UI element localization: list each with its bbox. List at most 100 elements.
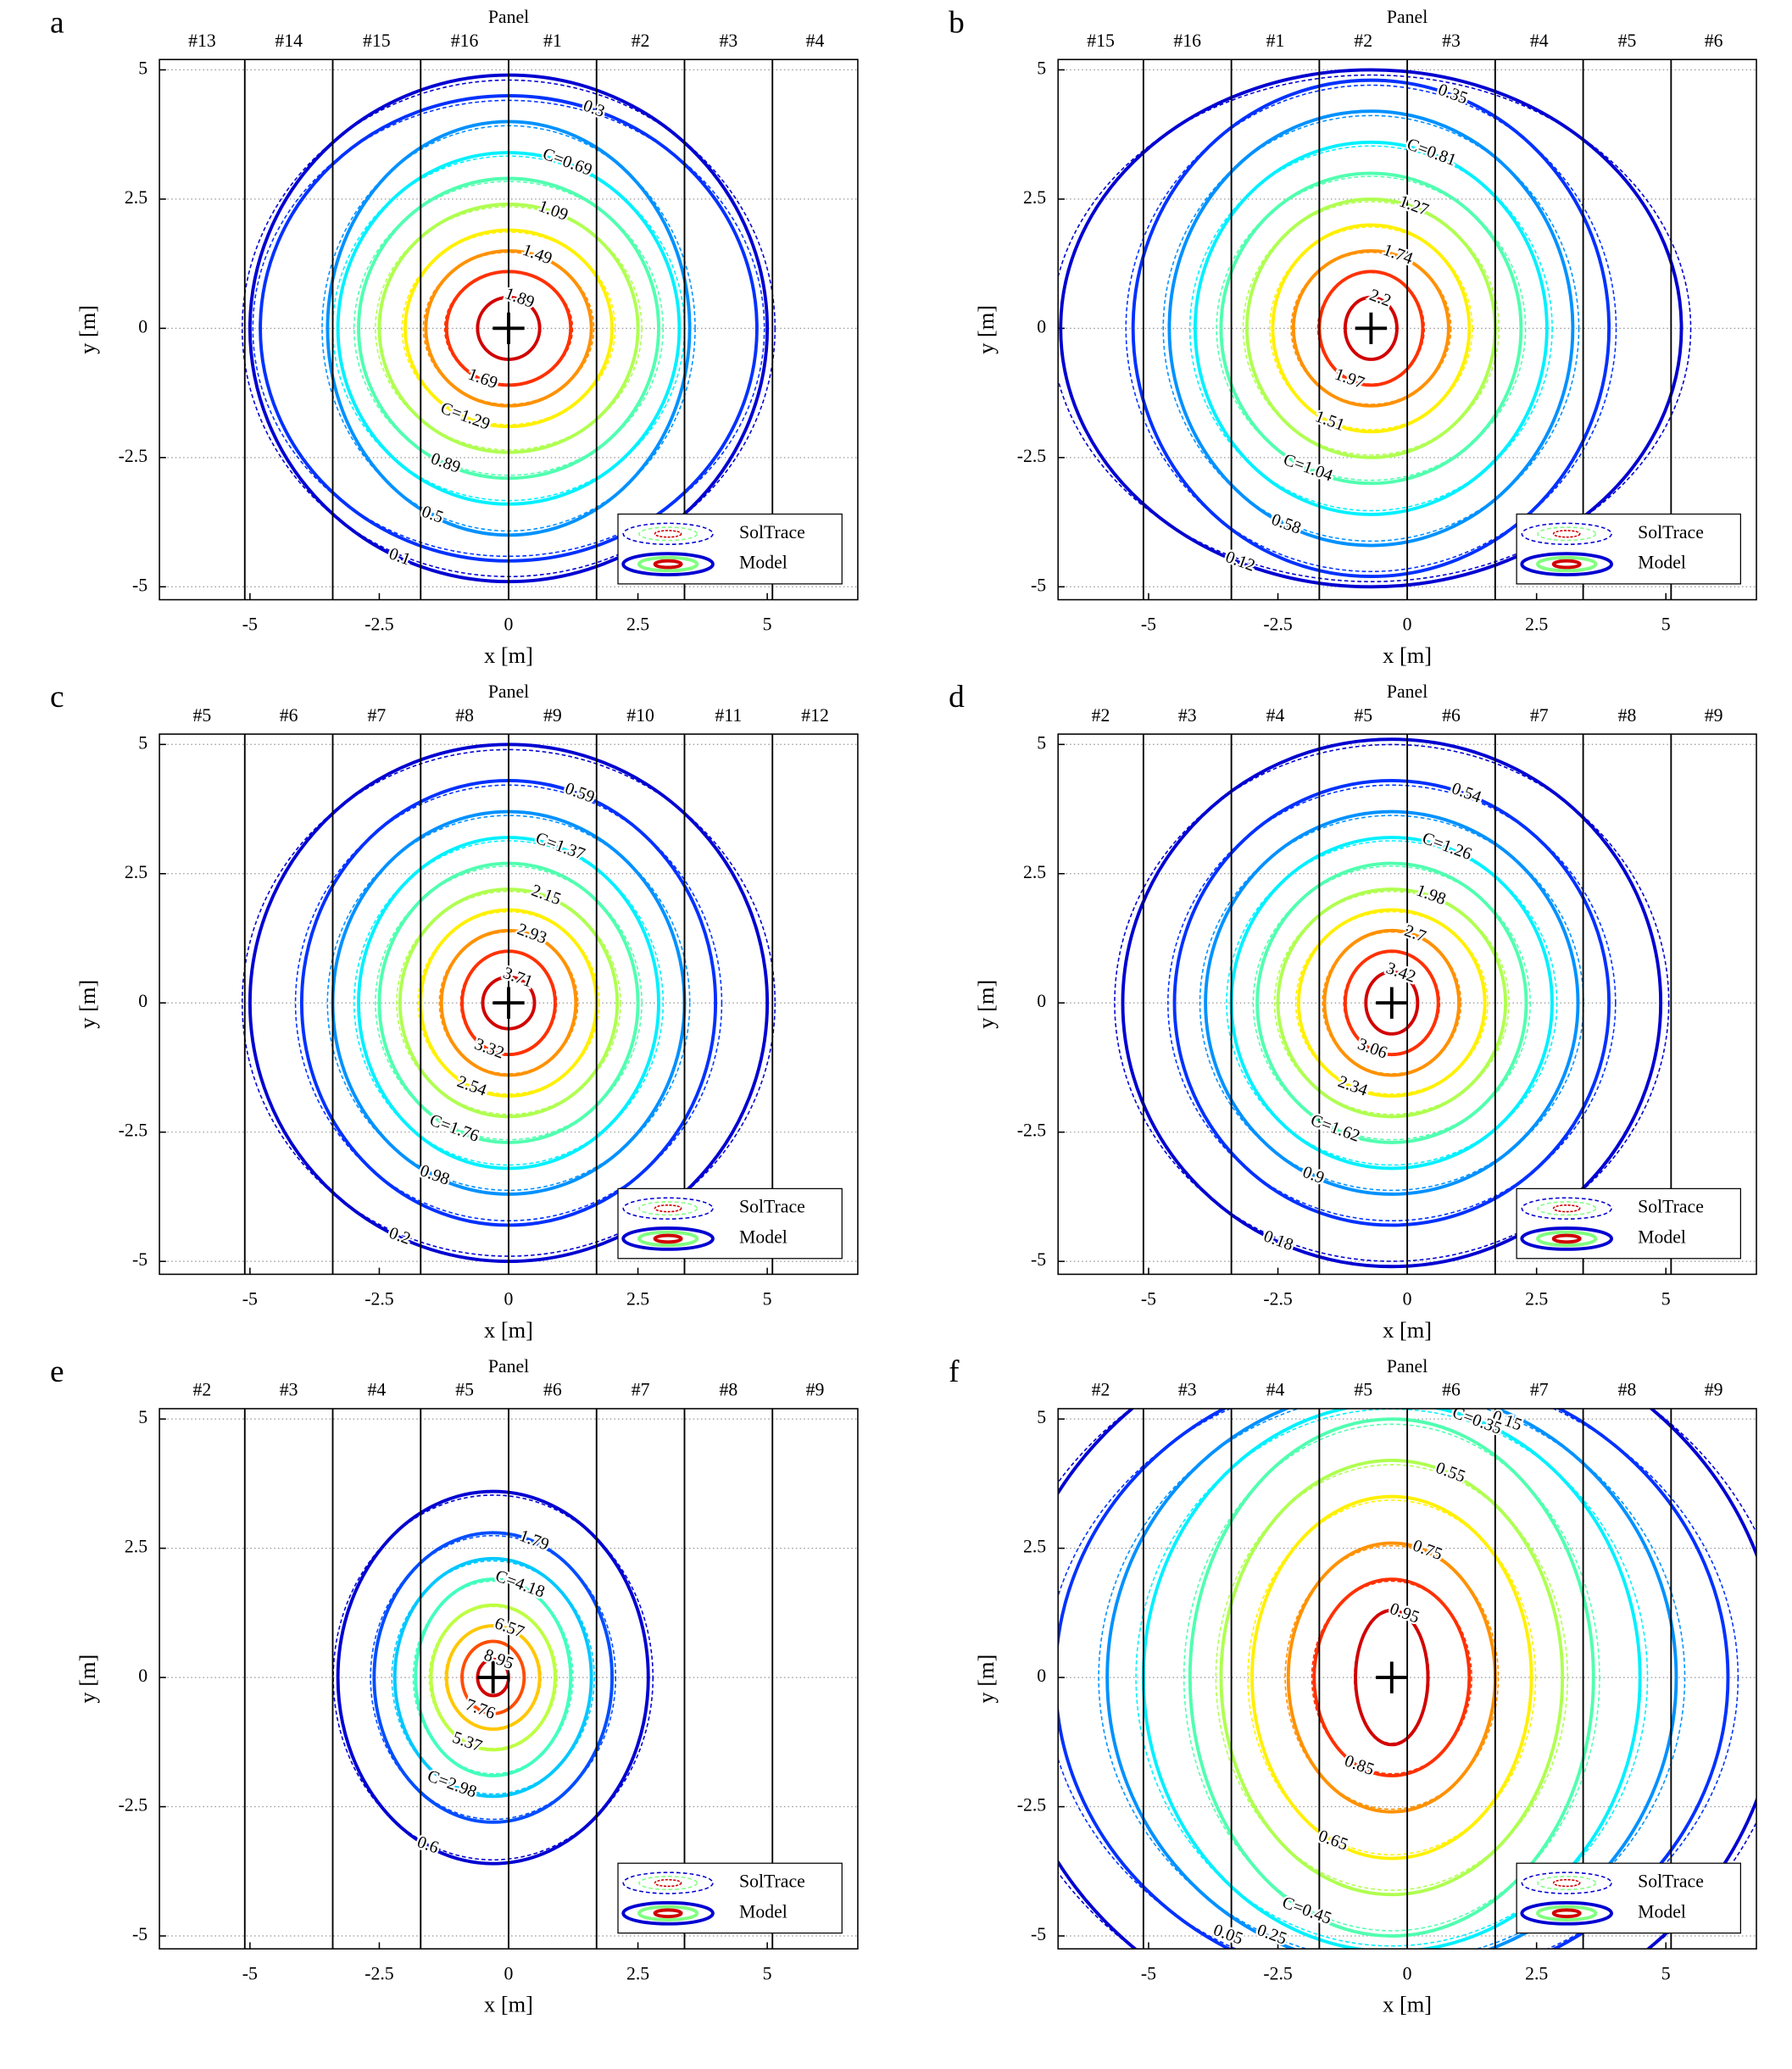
y-tick-label: 0 (1037, 316, 1046, 336)
legend-label: SolTrace (1638, 1197, 1704, 1217)
x-tick-label: 5 (763, 1288, 772, 1309)
contour-label: 0.54 (1450, 779, 1484, 807)
panel-label: #5 (1618, 31, 1637, 51)
panel-label: #4 (806, 31, 825, 51)
panel-label: #6 (1442, 705, 1461, 726)
x-tick-label: -2.5 (1263, 615, 1293, 635)
x-tick-label: 0 (504, 1963, 514, 1983)
subplot: a Panel x [m] y [m] -5 -2.5 0 2.5 5 -5 -2.5 0 2.5 5 #1… (50, 5, 859, 668)
legend-icon (653, 1233, 683, 1244)
model-contour (1167, 109, 1575, 548)
legend-icon (1552, 1878, 1581, 1888)
contour-label: C=0.69 (540, 145, 594, 180)
contour-label: 6.57 (493, 1614, 527, 1642)
contour-label: 1.98 (1414, 881, 1449, 909)
plot-frame (1057, 58, 1757, 601)
legend-label: SolTrace (739, 1872, 805, 1892)
panel-label: #7 (1530, 1380, 1549, 1400)
panel-label: #9 (806, 1380, 825, 1400)
panel-label: #7 (368, 705, 387, 726)
y-tick-label: 0 (138, 991, 147, 1011)
panel-label: #12 (801, 705, 829, 726)
panel-label: #3 (1178, 1380, 1197, 1400)
soltrace-contour (1058, 1408, 1739, 1949)
x-axis-label: x [m] (484, 1992, 533, 2017)
soltrace-contour (412, 1580, 574, 1775)
panel-label: #5 (1354, 1380, 1372, 1400)
panel-label: #9 (1705, 705, 1723, 726)
legend-icon (654, 1204, 682, 1213)
x-axis-label: x [m] (1383, 1317, 1432, 1343)
legend-label: Model (1638, 1901, 1686, 1922)
contour-label: 2.93 (515, 920, 549, 948)
legend-icon (638, 1875, 698, 1891)
contour-label: 3.06 (1355, 1035, 1390, 1063)
contour-label: 2.54 (454, 1072, 489, 1100)
y-tick-label: -5 (132, 1249, 147, 1270)
x-tick-label: 5 (1661, 1963, 1671, 1983)
contour-label: 0.98 (417, 1161, 452, 1189)
model-contour (1105, 1408, 1678, 1949)
model-contour (1276, 887, 1508, 1119)
plot-frame (159, 1408, 859, 1950)
legend-label: Model (739, 553, 787, 573)
panel-label: #9 (1705, 1380, 1723, 1400)
model-contour (1058, 1408, 1730, 1949)
contour-label: 3.42 (1383, 959, 1418, 987)
plot-frame (1057, 1408, 1757, 1950)
panel-label: #7 (632, 1380, 650, 1400)
legend-icon (1536, 1905, 1598, 1922)
contour-label: 0.2 (387, 1224, 413, 1249)
x-tick-label: 5 (1661, 615, 1671, 635)
contour-label: C=0.45 (1280, 1894, 1334, 1928)
panel-label: #8 (1618, 1380, 1637, 1400)
contour-label: 3.32 (472, 1035, 507, 1063)
soltrace-contour (1284, 1544, 1500, 1810)
legend-icon (637, 1230, 699, 1248)
panel-label: #14 (275, 31, 303, 51)
y-tick-label: 5 (1037, 58, 1046, 78)
panel-label: #16 (451, 31, 479, 51)
model-contour (1121, 737, 1663, 1269)
x-tick-label: -5 (1141, 615, 1156, 635)
panel-label: #3 (719, 31, 737, 51)
soltrace-contour (353, 181, 665, 476)
y-tick-label: 0 (1037, 991, 1046, 1011)
legend-label: Model (1638, 553, 1686, 573)
contour-label: 1.51 (1312, 407, 1347, 435)
legend-icon (622, 522, 714, 546)
legend-icon (653, 1908, 683, 1919)
contour-label: C=1.62 (1308, 1111, 1362, 1146)
x-tick-label: 5 (763, 615, 772, 635)
y-axis-label: y [m] (973, 305, 999, 354)
y-tick-label: -2.5 (119, 1121, 148, 1141)
x-tick-label: -2.5 (365, 1963, 394, 1983)
legend-icon (1551, 1908, 1582, 1919)
legend-box (1516, 513, 1741, 585)
panel-label: #8 (455, 705, 474, 726)
legend-icon (621, 552, 715, 576)
soltrace-contour (1162, 114, 1580, 542)
top-axis-label: Panel (488, 7, 529, 27)
x-tick-label: 2.5 (626, 615, 649, 635)
x-tick-label: -2.5 (1263, 1288, 1293, 1309)
contour-label: C=1.26 (1420, 829, 1474, 864)
y-tick-label: 5 (138, 58, 147, 78)
panel-label: #10 (626, 705, 654, 726)
y-axis-label: y [m] (973, 1655, 999, 1704)
panel-label: #15 (1087, 31, 1115, 51)
y-axis-label: y [m] (75, 305, 100, 354)
legend-label: SolTrace (739, 522, 805, 542)
subplot-letter: b (949, 5, 965, 40)
legend-label: Model (739, 1901, 787, 1922)
y-tick-label: -5 (1031, 575, 1046, 595)
panel-label: #2 (1092, 705, 1110, 726)
soltrace-contour (1098, 1408, 1686, 1949)
contour-label: 0.1 (387, 544, 413, 569)
y-tick-label: 2.5 (125, 862, 147, 882)
model-contour (1364, 970, 1420, 1036)
panel-label: #5 (1354, 705, 1372, 726)
model-contour (1343, 949, 1440, 1057)
model-contour (1250, 1494, 1533, 1860)
